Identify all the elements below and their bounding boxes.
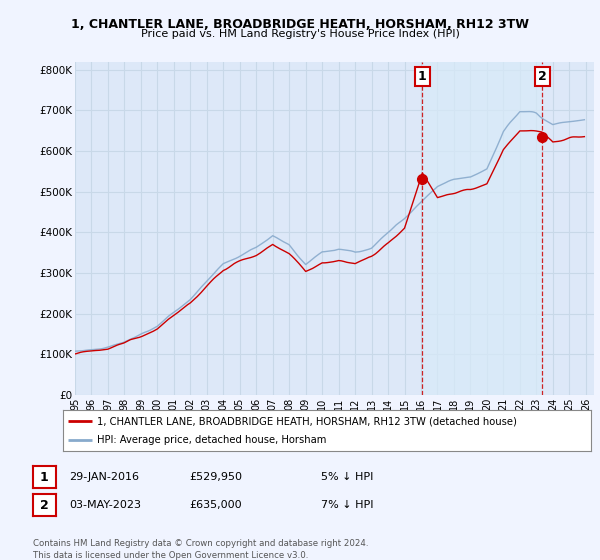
Text: 1, CHANTLER LANE, BROADBRIDGE HEATH, HORSHAM, RH12 3TW (detached house): 1, CHANTLER LANE, BROADBRIDGE HEATH, HOR… <box>97 417 517 426</box>
Text: 1: 1 <box>418 70 427 83</box>
Text: 2: 2 <box>538 70 547 83</box>
Text: Price paid vs. HM Land Registry's House Price Index (HPI): Price paid vs. HM Land Registry's House … <box>140 29 460 39</box>
Text: £635,000: £635,000 <box>189 500 242 510</box>
Text: 29-JAN-2016: 29-JAN-2016 <box>69 472 139 482</box>
Text: 2: 2 <box>40 498 49 512</box>
Text: £529,950: £529,950 <box>189 472 242 482</box>
Text: 7% ↓ HPI: 7% ↓ HPI <box>321 500 373 510</box>
Text: Contains HM Land Registry data © Crown copyright and database right 2024.
This d: Contains HM Land Registry data © Crown c… <box>33 539 368 559</box>
Text: 5% ↓ HPI: 5% ↓ HPI <box>321 472 373 482</box>
Bar <box>422 62 542 395</box>
Text: 1: 1 <box>40 470 49 484</box>
Text: 1, CHANTLER LANE, BROADBRIDGE HEATH, HORSHAM, RH12 3TW: 1, CHANTLER LANE, BROADBRIDGE HEATH, HOR… <box>71 18 529 31</box>
Text: HPI: Average price, detached house, Horsham: HPI: Average price, detached house, Hors… <box>97 435 326 445</box>
Text: 03-MAY-2023: 03-MAY-2023 <box>69 500 141 510</box>
